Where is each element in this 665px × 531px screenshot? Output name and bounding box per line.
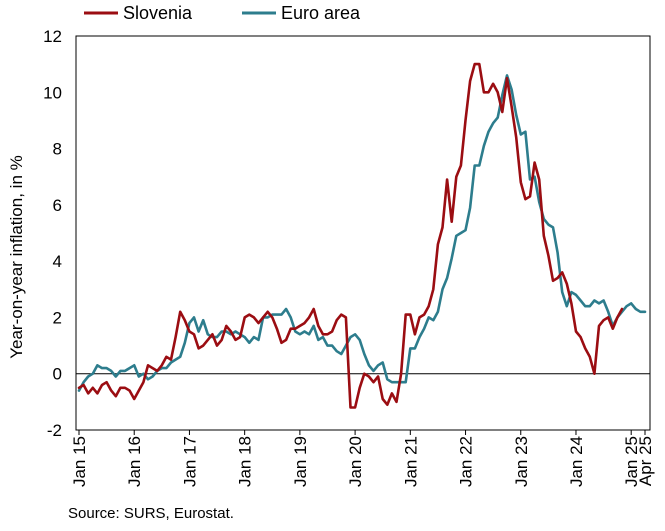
x-tick-label: Jan 16 xyxy=(125,436,144,487)
legend-label-euro-area: Euro area xyxy=(281,3,361,23)
y-axis-title: Year-on-year inflation, in % xyxy=(7,155,26,359)
x-tick-label: Jan 24 xyxy=(567,436,586,487)
y-tick-label: 2 xyxy=(53,308,62,327)
x-axis: Jan 15 Jan 16 Jan 17 Jan 18 Jan 19 Jan 20 Jan … xyxy=(70,430,655,487)
series-layer xyxy=(77,62,647,409)
x-tick-label: Jan 23 xyxy=(512,436,531,487)
x-tick-label: Jan 21 xyxy=(401,436,420,487)
series-line-euro-area xyxy=(77,74,647,392)
x-tick-label: Jan 22 xyxy=(457,436,476,487)
y-axis: -2 0 2 4 6 8 10 12 xyxy=(43,27,62,440)
x-tick-label: Jan 15 xyxy=(70,436,89,487)
y-tick-label: 12 xyxy=(43,27,62,46)
y-tick-label: 8 xyxy=(53,140,62,159)
y-tick-label: -2 xyxy=(47,421,62,440)
x-tick-label: Jan 19 xyxy=(291,436,310,487)
plot-area xyxy=(75,35,651,431)
y-tick-label: 0 xyxy=(53,365,62,384)
x-tick-label: Jan 18 xyxy=(236,436,255,487)
y-tick-label: 10 xyxy=(43,83,62,102)
y-tick-label: 6 xyxy=(53,196,62,215)
y-tick-label: 4 xyxy=(53,252,62,271)
legend: Slovenia Euro area xyxy=(84,3,361,23)
series-line-slovenia xyxy=(77,62,624,409)
x-tick-label: Jan 17 xyxy=(180,436,199,487)
x-tick-label: Jan 25 xyxy=(622,436,641,487)
x-tick-label: Jan 20 xyxy=(346,436,365,487)
source-note: Source: SURS, Eurostat. xyxy=(68,505,234,522)
legend-label-slovenia: Slovenia xyxy=(123,3,193,23)
x-tick-label: Apr 25 xyxy=(636,436,655,486)
